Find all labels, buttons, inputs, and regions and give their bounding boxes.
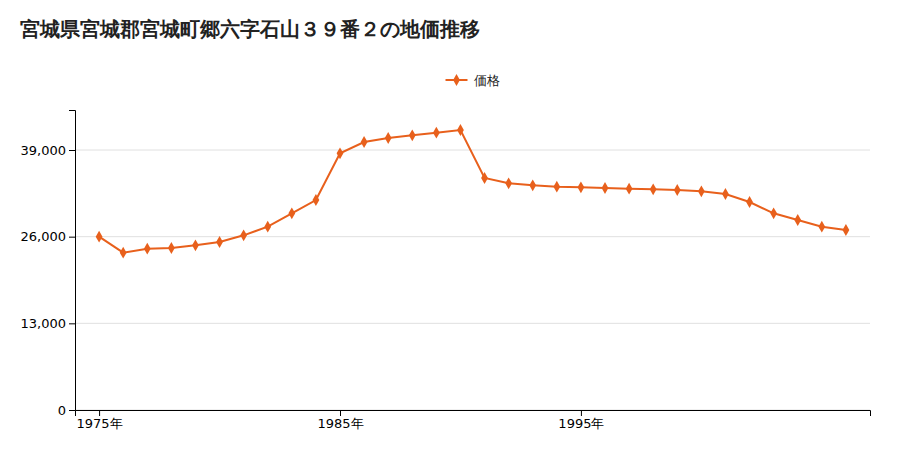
- point: [457, 124, 464, 136]
- grid-line: [75, 236, 870, 237]
- y-tick-label: 0: [58, 403, 66, 418]
- y-axis: 0 13,000 26,000 39,000: [21, 111, 76, 418]
- point: [361, 136, 368, 148]
- point: [626, 183, 633, 195]
- x-tick-label: 1985年: [317, 416, 363, 431]
- point: [433, 127, 440, 139]
- point: [674, 184, 681, 196]
- point: [168, 242, 175, 254]
- chart-container: 宮城県宮城郡宮城町郷六字石山３９番２の地価推移1975年1985年1995年01…: [0, 0, 900, 450]
- x-tick-label: 1975年: [77, 416, 123, 431]
- y-axis-line: [69, 111, 76, 411]
- point: [818, 221, 825, 233]
- point: [409, 129, 416, 141]
- y-tick-label: 39,000: [21, 143, 67, 158]
- point: [313, 194, 320, 206]
- point: [505, 177, 512, 189]
- y-tick-mark: [69, 410, 75, 411]
- point: [602, 182, 609, 194]
- point: [120, 247, 127, 259]
- x-axis-line: [76, 411, 871, 417]
- title: 宮城県宮城郡宮城町郷六字石山３９番２の地価推移: [20, 17, 480, 41]
- x-tick: 1975年: [77, 410, 123, 431]
- point: [481, 172, 488, 184]
- point: [264, 221, 271, 233]
- point: [746, 196, 753, 208]
- x-tick-mark: [340, 410, 341, 416]
- grid-line: [75, 323, 870, 324]
- point: [288, 207, 295, 219]
- marks: [96, 124, 850, 258]
- y-tick-mark: [69, 237, 75, 238]
- legend-item: 価格: [446, 73, 500, 88]
- point: [843, 224, 850, 236]
- point: [385, 132, 392, 144]
- grid-line: [75, 150, 870, 151]
- line: [99, 130, 846, 253]
- point: [144, 243, 151, 255]
- x-tick-label: 1995年: [558, 416, 604, 431]
- point: [192, 239, 199, 251]
- point: [770, 207, 777, 219]
- x-tick: 1995年: [558, 410, 604, 431]
- y-tick-mark: [69, 150, 75, 151]
- point: [553, 181, 560, 193]
- x-tick-mark: [581, 410, 582, 416]
- point: [96, 231, 103, 243]
- y-tick: 39,000: [21, 143, 76, 158]
- grid: [75, 150, 870, 410]
- x-axis: 1975年 1985年 1995年: [76, 410, 871, 431]
- plot: 1975年 1985年 1995年 0 13,000 26,000 39,000: [21, 111, 871, 432]
- point: [650, 183, 657, 195]
- point: [794, 214, 801, 226]
- point: [337, 147, 344, 159]
- point: [722, 188, 729, 200]
- y-tick: 0: [58, 403, 75, 418]
- chart: 宮城県宮城郡宮城町郷六字石山３９番２の地価推移1975年1985年1995年01…: [0, 0, 900, 450]
- y-tick-label: 13,000: [21, 316, 67, 331]
- y-tick-label: 26,000: [21, 229, 67, 244]
- legend: 価格: [446, 73, 500, 88]
- y-tick-mark: [69, 323, 75, 324]
- point: [529, 179, 536, 191]
- y-tick: 26,000: [21, 229, 76, 244]
- point: [578, 181, 585, 193]
- legend-marker: [453, 74, 460, 86]
- point: [698, 185, 705, 197]
- x-tick: 1985年: [317, 410, 363, 431]
- x-tick-mark: [99, 410, 100, 416]
- point: [240, 229, 247, 241]
- y-tick: 13,000: [21, 316, 76, 331]
- legend-label: 価格: [474, 73, 500, 88]
- point: [216, 236, 223, 248]
